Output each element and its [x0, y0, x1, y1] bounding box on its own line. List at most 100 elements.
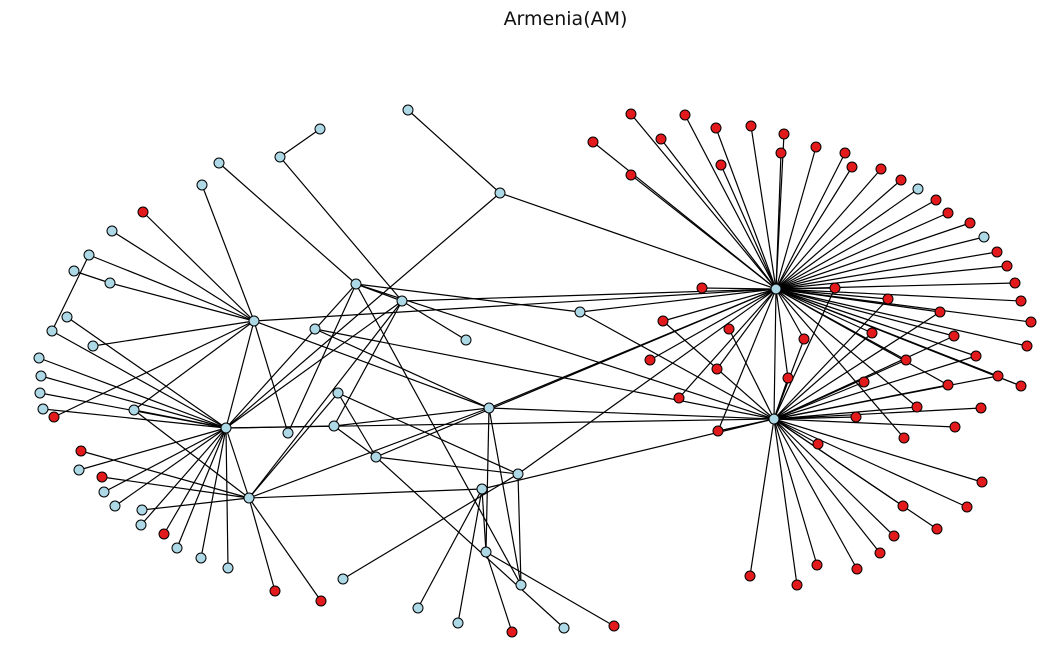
graph-node-red	[882, 293, 894, 305]
graph-edge	[314, 328, 490, 409]
graph-node-light	[46, 325, 58, 337]
graph-edge	[775, 288, 949, 386]
graph-node-light	[452, 617, 464, 629]
graph-edge	[73, 270, 111, 284]
graph-node-red	[1015, 380, 1027, 392]
graph-edge	[775, 236, 985, 290]
graph-node-red	[798, 333, 810, 345]
graph-edge	[279, 156, 403, 302]
graph-edge	[775, 152, 782, 290]
graph-edge	[773, 418, 881, 554]
graph-node-light	[73, 464, 85, 476]
graph-edge	[775, 168, 882, 290]
graph-edge	[775, 146, 817, 290]
graph-edge	[481, 488, 487, 553]
graph-node-red	[506, 626, 518, 638]
graph-node-red	[810, 141, 822, 153]
graph-node-light	[109, 500, 121, 512]
graph-edge	[401, 288, 777, 302]
graph-edge	[114, 427, 227, 507]
graph-edge	[342, 473, 519, 580]
graph-edge	[775, 288, 941, 313]
graph-node-red	[696, 282, 708, 294]
graph-edge	[775, 212, 949, 290]
graph-edge	[773, 418, 798, 586]
graph-edge	[773, 418, 968, 508]
graph-node-red	[991, 246, 1003, 258]
graph-edge	[485, 551, 513, 633]
graph-node-red	[858, 376, 870, 388]
graph-edge	[775, 265, 1008, 290]
graph-edge	[457, 488, 483, 624]
graph-node-light	[480, 546, 492, 558]
graph-edge	[248, 497, 322, 602]
graph-node-light	[68, 265, 80, 277]
graph-node-red	[970, 350, 982, 362]
graph-node-red	[888, 530, 900, 542]
graph-edge	[40, 375, 227, 429]
graph-edge	[579, 288, 777, 313]
graph-node-light	[309, 323, 321, 335]
graph-edge	[401, 300, 467, 341]
graph-node-red	[851, 563, 863, 575]
graph-node-red	[897, 500, 909, 512]
graph-node-light	[337, 573, 349, 585]
graph-edge	[287, 283, 357, 434]
graph-edge	[103, 427, 227, 493]
graph-edge	[485, 407, 490, 553]
graph-node-light	[515, 579, 527, 591]
graph-edge	[225, 192, 501, 429]
graph-edge	[225, 300, 403, 429]
graph-edge	[253, 320, 490, 409]
graph-edge	[775, 288, 805, 340]
graph-edge	[775, 166, 853, 290]
graph-edge	[141, 497, 250, 511]
graph-node-light	[35, 370, 47, 382]
graph-node-red	[992, 370, 1004, 382]
graph-edge	[775, 188, 919, 290]
graph-node-red	[934, 306, 946, 318]
graph-node-light	[460, 334, 472, 346]
graph-edge	[337, 392, 377, 458]
graph-edge	[773, 406, 918, 420]
graph-edge	[248, 497, 276, 592]
graph-node-red	[745, 120, 757, 132]
graph-edge	[517, 288, 777, 475]
graph-edge	[66, 316, 227, 429]
graph-edge	[375, 288, 777, 458]
graph-node-light	[61, 311, 73, 323]
graph-node-red	[874, 547, 886, 559]
graph-edge	[80, 450, 250, 499]
graph-node-red	[930, 194, 942, 206]
graph-node-red	[1025, 316, 1037, 328]
graph-edge	[488, 407, 775, 420]
graph-edge	[649, 288, 777, 361]
graph-edge	[773, 375, 999, 420]
graph-node-light	[412, 602, 424, 614]
graph-edge	[773, 311, 941, 420]
graph-node-light	[274, 151, 286, 163]
graph-node-red	[812, 438, 824, 450]
graph-edge	[517, 473, 522, 586]
graph-edge	[333, 407, 490, 427]
graph-node-red	[839, 147, 851, 159]
graph-title: Armenia(AM)	[503, 8, 628, 30]
graph-node-red	[657, 315, 669, 327]
graph-edge	[355, 283, 581, 313]
graph-node-red	[710, 122, 722, 134]
graph-edge	[773, 418, 818, 566]
graph-node-red	[875, 163, 887, 175]
graph-edge	[248, 407, 490, 499]
graph-node-red	[911, 401, 923, 413]
graph-node-light	[396, 295, 408, 307]
graph-node-light	[213, 157, 225, 169]
graph-edge	[92, 320, 255, 347]
graph-edge	[101, 476, 250, 499]
graph-edge	[109, 282, 255, 322]
graph-node-red	[587, 136, 599, 148]
graph-edge	[225, 427, 250, 499]
graph-node-light	[220, 422, 232, 434]
graph-edge	[485, 551, 615, 627]
graph-edge	[773, 418, 904, 507]
graph-node-red	[644, 354, 656, 366]
